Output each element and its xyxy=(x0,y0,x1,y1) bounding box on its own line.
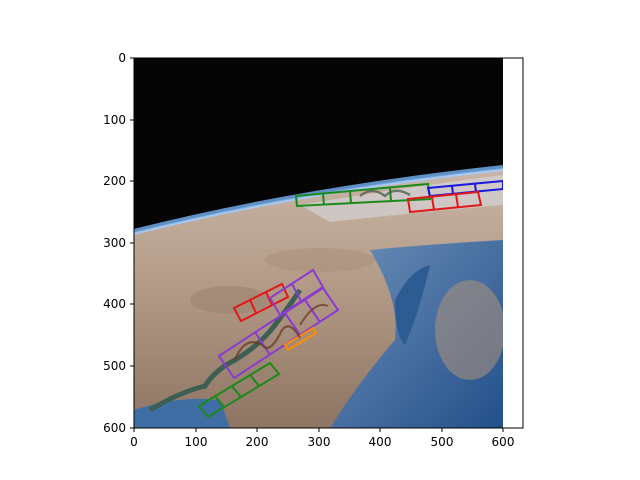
y-tick-label: 100 xyxy=(103,113,126,127)
x-tick-label: 200 xyxy=(246,435,269,449)
x-tick-label: 600 xyxy=(492,435,515,449)
x-tick-label: 300 xyxy=(308,435,331,449)
x-tick-label: 0 xyxy=(130,435,138,449)
y-tick-label: 0 xyxy=(118,51,126,65)
annotation-box-purple-main xyxy=(217,286,340,380)
y-tick-label: 300 xyxy=(103,236,126,250)
overlaid-text-marks xyxy=(233,189,411,361)
x-tick-label: 500 xyxy=(431,435,454,449)
x-tick-label: 100 xyxy=(185,435,208,449)
x-tick-label: 400 xyxy=(369,435,392,449)
annotation-box-green xyxy=(294,182,432,208)
y-tick-label: 400 xyxy=(103,297,126,311)
gulf-area xyxy=(395,265,430,345)
annotation-box-red-upper xyxy=(406,190,483,214)
y-tick-label: 500 xyxy=(103,359,126,373)
earth-photo xyxy=(134,58,505,428)
annotation-boxes xyxy=(197,179,504,419)
y-axis: 0 100 200 300 400 500 600 xyxy=(103,51,134,435)
annotation-box-orange xyxy=(283,326,318,352)
image-padding xyxy=(503,58,523,428)
x-axis: 0 100 200 300 400 500 600 xyxy=(130,428,514,449)
annotation-box-green-lower xyxy=(197,361,281,419)
y-tick-label: 200 xyxy=(103,174,126,188)
y-tick-label: 600 xyxy=(103,421,126,435)
